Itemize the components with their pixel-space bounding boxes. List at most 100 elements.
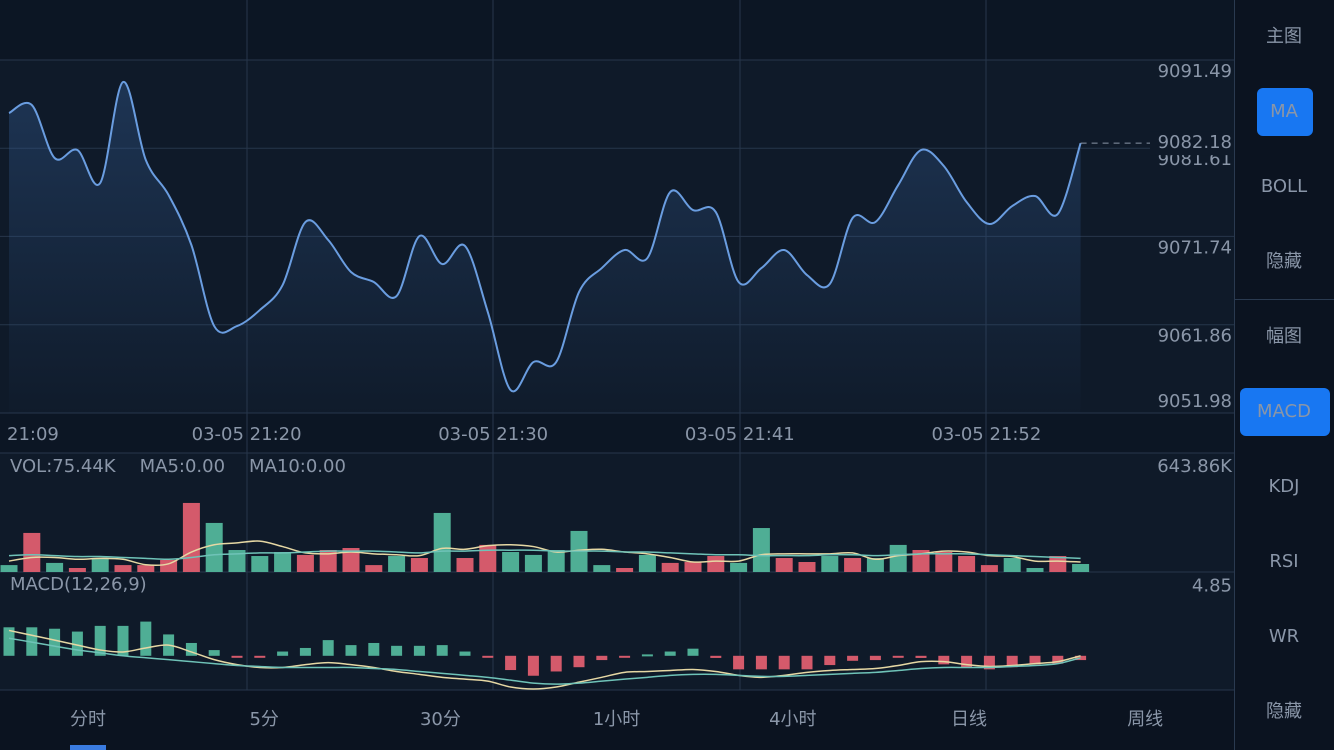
tab[interactable]: 4小时 [769, 709, 816, 730]
macd-bar [755, 655, 767, 670]
y-tick-label: 643.86K [1157, 456, 1233, 477]
volume-bar [0, 565, 18, 572]
tab[interactable]: 30分 [420, 709, 461, 730]
selected-bg [1257, 88, 1313, 136]
volume-bar [752, 528, 770, 572]
volume-bar [137, 565, 155, 572]
macd-bar [277, 651, 289, 656]
sidebar-item[interactable]: RSI [1269, 551, 1298, 572]
volume-bar [775, 558, 793, 572]
macd-bar [869, 655, 881, 661]
macd-bar [573, 655, 585, 668]
sidebar-title: 幅图 [1266, 326, 1302, 347]
legend-entry: VOL:75.44K [10, 456, 117, 477]
last-price-box [1150, 131, 1234, 156]
volume-bar [456, 558, 474, 572]
y-tick-label: 9091.49 [1158, 61, 1232, 82]
macd-bar [391, 645, 403, 656]
y-tick-label: 4.85 [1192, 576, 1232, 597]
sidebar-item[interactable]: MA [1270, 101, 1299, 122]
macd-bar [915, 655, 927, 658]
volume-bar [228, 550, 246, 572]
selected-bg [1240, 388, 1330, 436]
volume-bar [980, 565, 998, 572]
macd-bar [1052, 655, 1064, 664]
macd-bar [413, 645, 425, 656]
volume-bar [1049, 556, 1067, 572]
volume-bar [1072, 564, 1090, 572]
sidebar-item[interactable]: BOLL [1261, 176, 1307, 197]
macd-bar [687, 648, 699, 656]
macd-bar [961, 655, 973, 668]
macd-bar [892, 655, 904, 658]
sidebar-item[interactable]: WR [1269, 626, 1299, 647]
volume-bar [160, 560, 178, 572]
macd-bar [938, 655, 950, 665]
volume-bar [912, 550, 930, 572]
volume-bar [638, 554, 656, 572]
macd-bar [733, 655, 745, 670]
macd-bar [368, 642, 380, 656]
macd-bar [710, 655, 722, 658]
macd-bar [436, 645, 448, 656]
x-tick-label: 03-05 21:41 [685, 424, 795, 445]
volume-bar [205, 522, 223, 572]
x-tick-label: 03-05 21:20 [192, 424, 302, 445]
volume-bar [502, 552, 520, 572]
sidebar-item[interactable]: KDJ [1269, 476, 1300, 497]
price-line [8, 81, 1082, 393]
volume-bar [182, 502, 200, 572]
y-tick-label: 9061.86 [1158, 326, 1232, 347]
volume-bar [274, 552, 292, 572]
volume-bar [114, 565, 132, 572]
volume-bar [866, 558, 884, 572]
tab[interactable]: 周线 [1127, 709, 1163, 730]
volume-bar [707, 556, 725, 572]
macd-bar [619, 655, 631, 658]
macd-bar [459, 651, 471, 656]
time-axis-band [0, 413, 1234, 453]
macd-bar [527, 655, 539, 676]
tab[interactable]: 5分 [249, 709, 278, 730]
macd-bar [847, 655, 859, 661]
volume-bar [342, 548, 360, 572]
sidebar-title: 主图 [1266, 26, 1302, 47]
macd-bar [94, 625, 106, 656]
sidebar-item[interactable]: 隐藏 [1266, 701, 1302, 722]
macd-bar [983, 655, 995, 670]
macd-bar [641, 654, 653, 657]
volume-bar [593, 565, 611, 572]
macd-bar [1029, 655, 1041, 665]
volume-bar [46, 562, 64, 572]
tab[interactable]: 1小时 [593, 709, 640, 730]
volume-bar [844, 558, 862, 572]
macd-line [8, 629, 1081, 690]
volume-bar [1026, 568, 1044, 572]
volume-bar [296, 554, 314, 572]
volume-ma-line [8, 549, 1081, 561]
volume-bar [661, 562, 679, 572]
tab-indicator [70, 745, 106, 750]
volume-bar [798, 562, 816, 572]
tab[interactable]: 分时 [70, 709, 106, 730]
volume-bar [1003, 558, 1021, 572]
y-tick-label: 9051.98 [1158, 391, 1232, 412]
last-price-label: 9082.18 [1158, 132, 1232, 153]
volume-bar [365, 565, 383, 572]
sidebar-item[interactable]: MACD [1257, 401, 1311, 422]
macd-bar [801, 655, 813, 670]
macd-bar [482, 655, 494, 658]
macd-bar [208, 650, 220, 656]
x-tick-label: 21:09 [7, 424, 59, 445]
macd-bar [322, 640, 334, 656]
macd-title: MACD(12,26,9) [10, 574, 147, 595]
macd-bar [3, 627, 15, 656]
volume-ma-line [8, 540, 1081, 567]
volume-bar [616, 568, 634, 572]
sidebar-item[interactable]: 隐藏 [1266, 251, 1302, 272]
volume-bar [524, 554, 542, 572]
tab[interactable]: 日线 [951, 709, 987, 730]
chart-top-band [0, 0, 1234, 60]
macd-bar [117, 625, 129, 656]
volume-bar [23, 532, 41, 572]
